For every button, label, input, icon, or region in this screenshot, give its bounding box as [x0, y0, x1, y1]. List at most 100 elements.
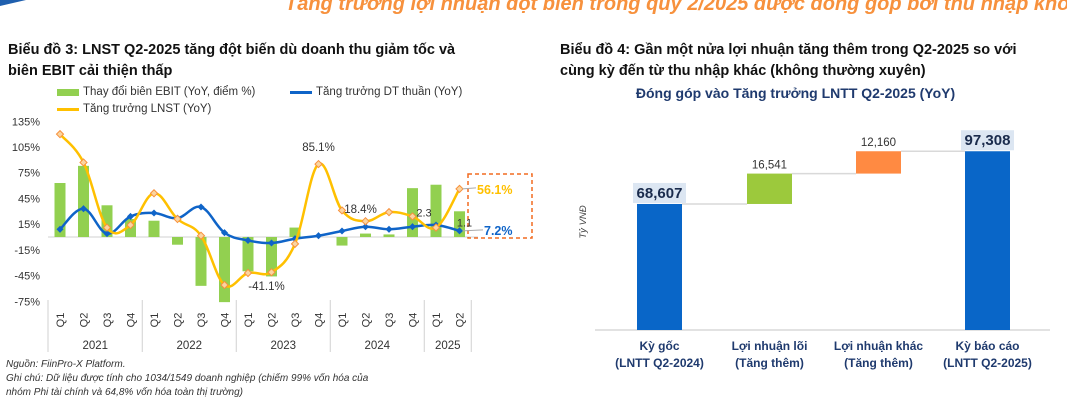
- y-tick-label: -45%: [14, 271, 40, 283]
- category-line1: Lợi nhuận lõi: [731, 339, 808, 353]
- waterfall-value-label: 12,160: [861, 137, 896, 149]
- point-revenue: [361, 223, 370, 231]
- waterfall-bar: [747, 173, 792, 204]
- year-label: 2023: [270, 340, 296, 352]
- bar-ebit: [78, 165, 89, 237]
- bar-ebit: [454, 211, 465, 237]
- category-line2: (LNTT Q2-2024): [615, 356, 704, 370]
- corner-decoration: [0, 0, 26, 6]
- bar-ebit: [148, 220, 160, 237]
- bar-ebit: [360, 233, 371, 237]
- point-revenue: [56, 225, 64, 233]
- waterfall-bar: [637, 203, 682, 330]
- quarter-label: Q1: [337, 313, 349, 328]
- year-label: 2021: [82, 340, 108, 352]
- data-label: 18.4%: [344, 204, 377, 216]
- point-revenue: [455, 227, 464, 235]
- bar-ebit: [195, 237, 207, 286]
- quarter-label: Q3: [196, 313, 208, 328]
- point-profit: [290, 239, 300, 249]
- legend-profit: Tăng trưởng LNST (YoY): [57, 103, 211, 115]
- bar-ebit: [101, 205, 113, 237]
- point-profit: [361, 216, 370, 226]
- waterfall-category-label: Kỳ gốc (LNTT Q2-2024): [605, 338, 715, 372]
- point-revenue: [408, 223, 417, 231]
- left-title-line2: biên EBIT cải thiện thấp: [8, 63, 173, 79]
- quarter-label: Q1: [149, 313, 161, 328]
- bar-ebit: [430, 184, 442, 237]
- waterfall-category-label: Lợi nhuận lõi (Tăng thêm): [715, 338, 825, 372]
- waterfall-category-label: Lợi nhuận khác (Tăng thêm): [824, 338, 934, 372]
- waterfall-value-label: 16,541: [752, 160, 787, 172]
- category-line2: (LNTT Q2-2025): [943, 356, 1032, 370]
- legend-line-swatch: [290, 90, 312, 94]
- quarter-label: Q3: [290, 313, 302, 328]
- quarter-label: Q2: [361, 313, 373, 328]
- quarter-label: Q3: [102, 313, 114, 328]
- right-title-line2: cùng kỳ đến từ thu nhập khác (không thườ…: [560, 63, 926, 79]
- category-line2: (Tăng thêm): [735, 356, 804, 370]
- point-profit: [314, 159, 323, 169]
- bar-ebit: [172, 237, 183, 245]
- legend-revenue: Tăng trưởng DT thuần (YoY): [290, 86, 462, 98]
- banner-title: Tăng trưởng lợi nhuận đột biến trong quý…: [285, 0, 1067, 15]
- waterfall-bar: [965, 151, 1010, 330]
- legend-ebit: Thay đổi biên EBIT (YoY, điểm %): [57, 86, 255, 98]
- y-tick-label: 135%: [12, 116, 40, 128]
- bar-ebit: [219, 237, 230, 303]
- data-label: -41.1%: [248, 281, 284, 293]
- point-profit: [55, 129, 65, 139]
- point-profit: [267, 267, 276, 277]
- bar-ebit: [383, 234, 395, 237]
- quarter-label: Q2: [455, 313, 467, 328]
- point-profit: [455, 184, 464, 194]
- category-line1: Kỳ gốc: [639, 339, 680, 353]
- bar-ebit: [242, 237, 254, 272]
- quarter-label: Q1: [431, 313, 443, 328]
- data-label: 7.2%: [484, 224, 513, 238]
- y-tick-label: 15%: [18, 219, 40, 231]
- point-profit: [384, 207, 394, 217]
- bar-ebit: [336, 237, 348, 246]
- legend-label: Tăng trưởng LNST (YoY): [83, 103, 212, 115]
- point-revenue: [244, 236, 252, 244]
- quarter-label: Q1: [55, 313, 67, 328]
- quarter-label: Q4: [314, 313, 326, 328]
- point-profit: [408, 212, 417, 221]
- point-revenue: [197, 203, 205, 211]
- point-revenue: [103, 230, 111, 238]
- point-revenue: [314, 232, 323, 240]
- quarter-label: Q4: [126, 313, 138, 328]
- data-label: 2.3: [416, 208, 431, 220]
- point-revenue: [126, 212, 135, 220]
- point-revenue: [385, 225, 393, 233]
- year-label: 2025: [435, 340, 461, 352]
- bar-ebit: [289, 227, 301, 237]
- quarter-label: Q4: [220, 313, 232, 328]
- quarter-label: Q1: [243, 313, 255, 328]
- point-profit: [220, 280, 229, 290]
- data-label: 85.1%: [302, 142, 335, 154]
- y-tick-label: -75%: [14, 296, 40, 308]
- point-profit: [196, 231, 206, 240]
- point-profit: [102, 223, 112, 232]
- point-revenue: [150, 209, 158, 217]
- year-label: 2024: [364, 340, 390, 352]
- point-profit: [243, 268, 253, 278]
- data-note: Ghi chú: Dữ liệu được tính cho 1034/1549…: [6, 373, 369, 398]
- source-note: Nguồn: FiinPro-X Platform.: [6, 359, 126, 370]
- line-profit-growth: [59, 133, 461, 288]
- left-chart-title: Biểu đồ 3: LNST Q2-2025 tăng đột biến dù…: [8, 40, 455, 82]
- point-profit: [126, 220, 135, 230]
- label-background: [961, 130, 1014, 151]
- waterfall-value-label: 97,308: [965, 132, 1011, 149]
- year-label: 2022: [176, 340, 202, 352]
- point-revenue: [267, 239, 276, 247]
- data-label: 56.1%: [477, 183, 512, 197]
- y-axis-label: Tỷ VNĐ: [578, 205, 589, 238]
- point-profit: [79, 158, 88, 167]
- point-profit: [173, 214, 182, 224]
- bar-ebit: [54, 183, 66, 237]
